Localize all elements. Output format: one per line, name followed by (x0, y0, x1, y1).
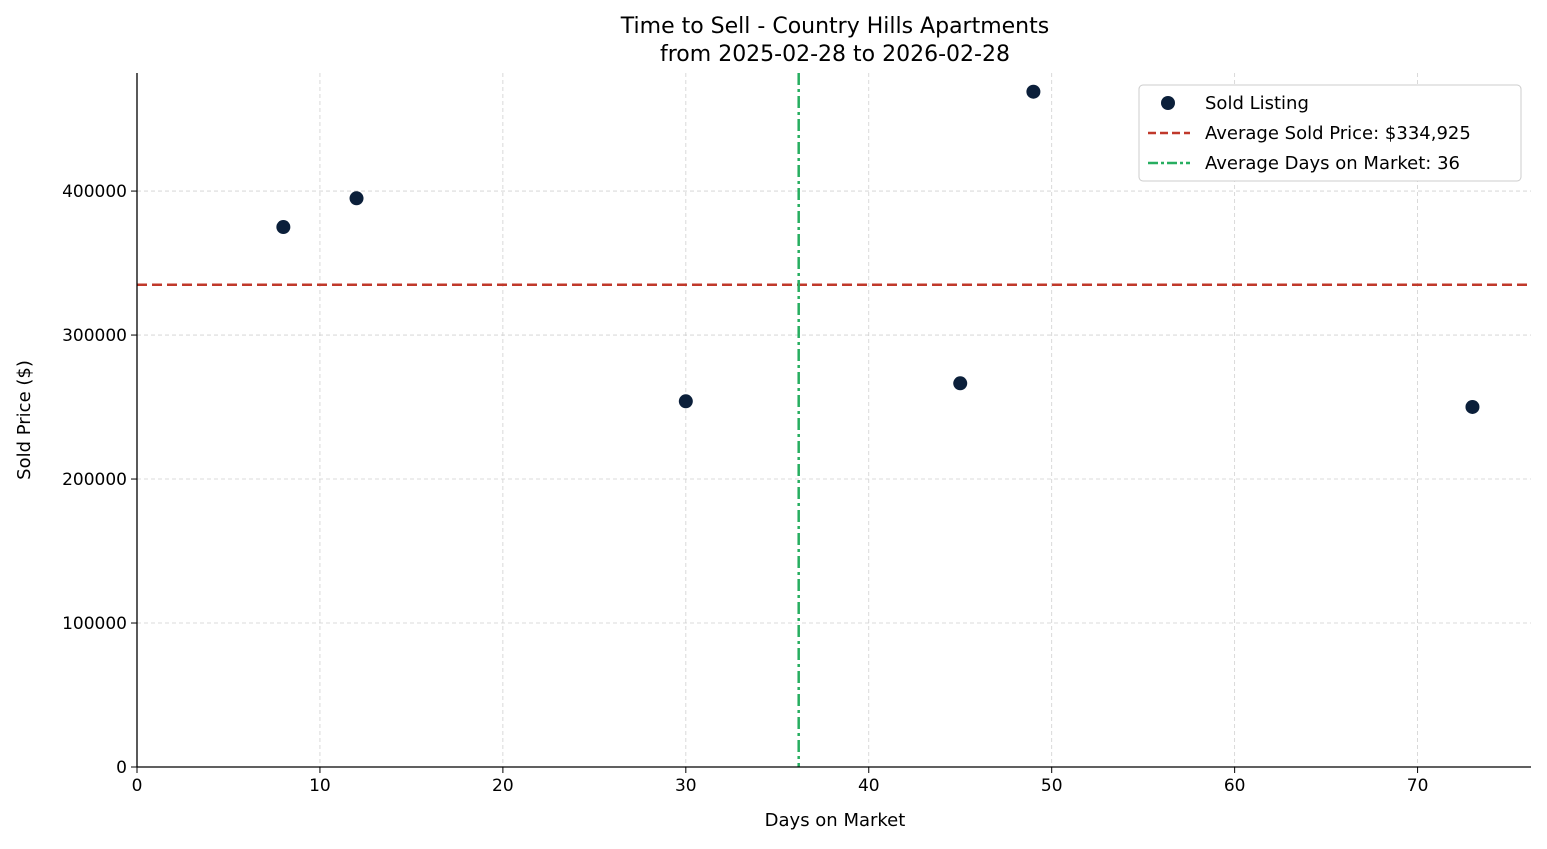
chart-title: Time to Sell - Country Hills Apartments (620, 14, 1049, 39)
x-tick-label: 50 (1041, 776, 1063, 796)
legend-label: Sold Listing (1205, 93, 1309, 114)
x-tick-label: 70 (1407, 776, 1429, 796)
x-tick-label: 40 (858, 776, 880, 796)
legend-label: Average Sold Price: $334,925 (1205, 123, 1471, 144)
data-point (953, 376, 968, 391)
data-point (678, 394, 693, 409)
data-point (276, 220, 291, 235)
y-tick-label: 200000 (62, 470, 127, 490)
y-tick-label: 0 (116, 758, 127, 778)
y-tick-label: 300000 (62, 326, 127, 346)
chart-subtitle: from 2025-02-28 to 2026-02-28 (660, 42, 1010, 67)
legend-marker-sold (1161, 96, 1175, 110)
data-point (1026, 84, 1041, 99)
y-axis-label: Sold Price ($) (14, 360, 35, 480)
data-point (1465, 399, 1480, 414)
x-tick-label: 30 (675, 776, 697, 796)
y-tick-label: 400000 (62, 182, 127, 202)
data-point (349, 191, 364, 206)
x-tick-label: 0 (132, 776, 143, 796)
x-tick-label: 10 (309, 776, 331, 796)
legend-label: Average Days on Market: 36 (1205, 153, 1460, 174)
x-axis-label: Days on Market (765, 810, 906, 831)
legend-box (1138, 84, 1522, 182)
x-tick-label: 60 (1224, 776, 1246, 796)
y-tick-label: 100000 (62, 614, 127, 634)
x-tick-label: 20 (492, 776, 514, 796)
